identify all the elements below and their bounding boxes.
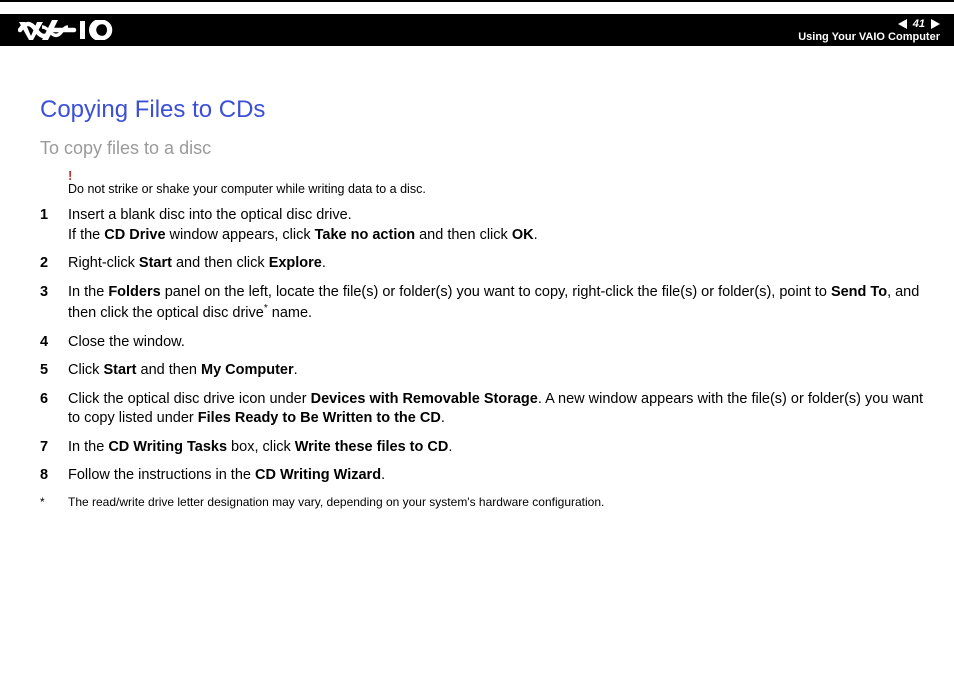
- warning-text: Do not strike or shake your computer whi…: [68, 182, 924, 196]
- bold-text: Send To: [831, 284, 887, 300]
- step-item: 4Close the window.: [40, 333, 924, 353]
- bold-text: Start: [103, 362, 136, 378]
- vaio-logo: [18, 14, 118, 46]
- step-body: Click the optical disc drive icon under …: [68, 390, 924, 429]
- step-body: Click Start and then My Computer.: [68, 361, 924, 381]
- step-number: 4: [40, 333, 68, 353]
- page-number: 41: [913, 18, 925, 30]
- bold-text: OK: [512, 227, 534, 243]
- bold-text: Take no action: [315, 227, 415, 243]
- bold-text: Write these files to CD: [295, 439, 449, 455]
- next-page-icon[interactable]: [931, 19, 940, 29]
- superscript: *: [264, 303, 268, 314]
- section-label: Using Your VAIO Computer: [798, 31, 940, 43]
- prev-page-icon[interactable]: [898, 19, 907, 29]
- header-right: 41 Using Your VAIO Computer: [798, 18, 940, 43]
- step-item: 8Follow the instructions in the CD Writi…: [40, 466, 924, 486]
- step-number: 6: [40, 390, 68, 429]
- top-rule: [0, 0, 954, 2]
- subtitle: To copy files to a disc: [40, 138, 924, 159]
- step-item: 1Insert a blank disc into the optical di…: [40, 206, 924, 245]
- step-number: 1: [40, 206, 68, 245]
- content-area: Copying Files to CDs To copy files to a …: [40, 60, 924, 654]
- bold-text: Explore: [269, 255, 322, 271]
- page-nav: 41: [898, 18, 940, 30]
- bold-text: Start: [139, 255, 172, 271]
- footnote-text: The read/write drive letter designation …: [68, 495, 604, 509]
- bold-text: CD Drive: [104, 227, 165, 243]
- bold-text: Files Ready to Be Written to the CD: [198, 410, 441, 426]
- step-body: Close the window.: [68, 333, 924, 353]
- step-body: Right-click Start and then click Explore…: [68, 254, 924, 274]
- step-item: 6Click the optical disc drive icon under…: [40, 390, 924, 429]
- bold-text: Devices with Removable Storage: [311, 391, 538, 407]
- step-item: 2Right-click Start and then click Explor…: [40, 254, 924, 274]
- step-number: 2: [40, 254, 68, 274]
- step-number: 7: [40, 438, 68, 458]
- step-item: 7In the CD Writing Tasks box, click Writ…: [40, 438, 924, 458]
- page-title: Copying Files to CDs: [40, 96, 924, 124]
- step-item: 5Click Start and then My Computer.: [40, 361, 924, 381]
- footnote-mark: *: [40, 495, 68, 509]
- bold-text: My Computer: [201, 362, 294, 378]
- step-body: Follow the instructions in the CD Writin…: [68, 466, 924, 486]
- step-number: 8: [40, 466, 68, 486]
- warning-note: ! Do not strike or shake your computer w…: [68, 169, 924, 196]
- bold-text: CD Writing Wizard: [255, 467, 381, 483]
- bold-text: Folders: [108, 284, 160, 300]
- header-bar: 41 Using Your VAIO Computer: [0, 14, 954, 46]
- step-number: 5: [40, 361, 68, 381]
- step-number: 3: [40, 283, 68, 324]
- step-body: Insert a blank disc into the optical dis…: [68, 206, 924, 245]
- warning-icon: !: [68, 169, 924, 182]
- steps-list: 1Insert a blank disc into the optical di…: [40, 206, 924, 486]
- step-body: In the Folders panel on the left, locate…: [68, 283, 924, 324]
- step-item: 3In the Folders panel on the left, locat…: [40, 283, 924, 324]
- step-body: In the CD Writing Tasks box, click Write…: [68, 438, 924, 458]
- bold-text: CD Writing Tasks: [108, 439, 227, 455]
- footnote: * The read/write drive letter designatio…: [40, 495, 924, 509]
